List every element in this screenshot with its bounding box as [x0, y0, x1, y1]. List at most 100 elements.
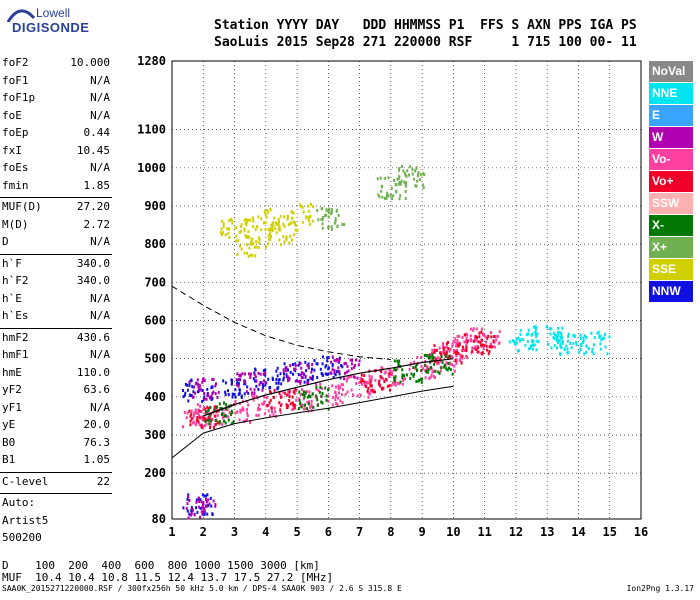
data-point-vo	[382, 386, 385, 390]
data-point-vo	[192, 416, 194, 420]
data-point-x	[377, 193, 380, 197]
data-point-vo	[480, 343, 483, 347]
data-point-nnw	[297, 373, 300, 377]
data-point-x	[308, 394, 310, 398]
data-point-sse	[234, 226, 237, 230]
data-point-nnw	[243, 392, 246, 396]
data-point-nnw	[196, 510, 199, 514]
data-point-nne	[575, 341, 578, 345]
data-point-vo	[440, 352, 443, 356]
data-point-sse	[227, 227, 230, 231]
data-point-w	[306, 363, 309, 367]
data-point-x	[412, 366, 415, 370]
data-point-sse	[249, 241, 252, 245]
data-point-vo	[420, 364, 423, 368]
data-point-nne	[593, 336, 596, 339]
data-point-x	[303, 393, 306, 397]
data-point-vo	[193, 420, 196, 424]
data-point-nne	[556, 339, 559, 343]
data-point-vo	[454, 337, 457, 341]
data-point-x	[320, 400, 323, 404]
color-legend: NoVal NNE E W Vo- Vo+ SSW X- X+ SSE NNW	[649, 61, 693, 303]
data-point-w	[343, 377, 345, 381]
data-point-vo	[394, 381, 397, 385]
data-point-vo	[473, 346, 476, 350]
data-point-vo	[306, 390, 308, 394]
data-point-vo	[200, 426, 203, 430]
data-point-vo	[340, 393, 343, 397]
data-point-w	[200, 500, 203, 504]
data-point-vo	[234, 399, 237, 403]
data-point-vo	[211, 418, 214, 421]
data-point-w	[292, 367, 295, 371]
data-point-vo	[306, 400, 309, 404]
data-point-nne	[608, 335, 611, 339]
param-row: yF1 N/A	[0, 401, 114, 419]
data-point-w	[344, 362, 347, 365]
data-point-x	[419, 173, 422, 177]
data-point-vo	[388, 372, 391, 376]
data-point-sse	[255, 245, 258, 249]
data-point-x	[384, 196, 386, 200]
data-point-vo	[310, 403, 313, 407]
data-point-vo	[456, 339, 459, 343]
data-point-x	[425, 370, 428, 373]
data-point-w	[264, 371, 267, 375]
data-point-w	[255, 379, 258, 383]
data-point-vo	[186, 411, 189, 415]
data-point-sse	[288, 241, 291, 245]
data-point-vo	[360, 380, 363, 384]
data-point-vo	[458, 342, 461, 346]
data-point-x	[404, 196, 407, 200]
data-point-nne	[575, 343, 578, 347]
data-point-vo	[442, 348, 445, 352]
data-point-vo	[480, 330, 483, 334]
data-point-nnw	[190, 394, 193, 398]
data-point-vo	[239, 410, 242, 414]
data-point-vo	[486, 348, 489, 352]
footer-muf-row: MUF 10.4 10.4 10.8 11.5 12.4 13.7 17.5 2…	[2, 571, 334, 584]
data-point-vo	[195, 418, 198, 422]
data-point-nnw	[195, 506, 198, 510]
data-point-sse	[240, 225, 243, 229]
data-point-nne	[606, 352, 609, 356]
data-point-sse	[267, 227, 270, 231]
data-point-vo	[379, 384, 382, 388]
data-point-w	[299, 362, 302, 366]
data-point-vo	[320, 387, 323, 390]
data-point-nnw	[252, 377, 255, 381]
param-value: N/A	[90, 309, 110, 322]
data-point-w	[198, 505, 201, 509]
data-point-x	[398, 167, 401, 171]
data-point-vo	[455, 342, 458, 346]
data-point-nnw	[295, 379, 298, 383]
data-point-w	[205, 397, 208, 401]
data-point-vo	[239, 408, 242, 412]
data-point-nnw	[189, 394, 192, 397]
param-row: hmE 110.0	[0, 366, 114, 384]
data-point-nne	[583, 352, 586, 356]
data-point-nnw	[192, 390, 195, 394]
data-point-nnw	[280, 382, 283, 386]
data-point-vo	[431, 348, 434, 352]
data-point-sse	[268, 238, 271, 242]
data-point-nne	[600, 338, 603, 342]
data-point-x	[325, 213, 328, 217]
true-height-profile	[203, 358, 454, 417]
data-point-vo	[286, 405, 289, 409]
data-point-x	[403, 180, 406, 184]
data-point-vo	[378, 382, 381, 386]
data-point-vo	[446, 354, 449, 358]
data-point-nne	[592, 352, 595, 356]
data-point-nne	[584, 334, 586, 338]
data-point-vo	[331, 384, 334, 388]
data-point-vo	[302, 407, 305, 411]
param-value: 2.72	[83, 217, 111, 231]
legend-item-e: E	[649, 105, 693, 126]
data-point-x	[324, 386, 327, 390]
logo-text-bottom: DIGISONDE	[12, 20, 90, 35]
data-point-sse	[220, 219, 223, 223]
param-row: h`F2 340.0	[0, 274, 114, 292]
data-point-vo	[495, 338, 498, 342]
data-point-vo	[487, 352, 490, 356]
